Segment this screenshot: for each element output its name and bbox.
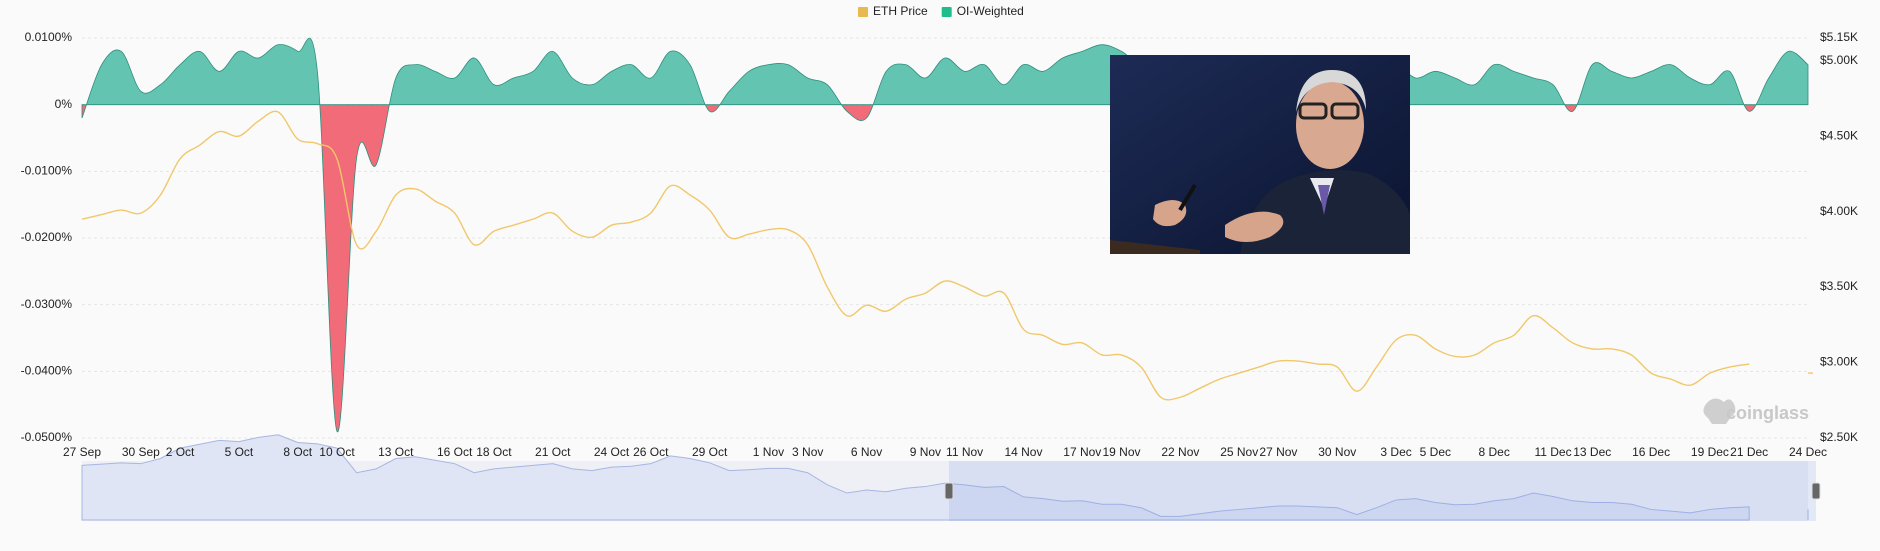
funding-area [81,38,1809,432]
x-tick-label: 25 Nov [1220,445,1258,459]
x-tick-label: 16 Dec [1632,445,1670,459]
x-tick-label: 24 Dec [1789,445,1827,459]
price-line [81,110,1813,401]
photo [1110,55,1410,254]
watermark: coinglass [1726,403,1809,423]
y-tick-label: -0.0300% [21,297,73,311]
photo-glasses [1330,102,1360,120]
x-tick-label: 11 Dec [1534,445,1571,459]
navigator-handle[interactable] [944,482,954,500]
price-line [81,110,1813,401]
navigator[interactable] [81,434,1821,521]
x-tick-label: 17 Nov [1063,445,1101,459]
photo-hair [1296,70,1366,112]
x-tick-label: 27 Sep [63,445,101,459]
y2-tick-label: $4.00K [1820,204,1858,218]
photo-podium [1110,240,1200,254]
y2-tick-label: $5.15K [1820,30,1858,44]
x-tick-label: 2 Oct [166,445,195,459]
x-tick-label: 8 Dec [1479,445,1510,459]
watermark-group: coinglass [1703,398,1809,424]
legend-label: ETH Price [873,4,928,18]
photo-tie [1318,185,1330,215]
x-tick-label: 18 Oct [476,445,512,459]
navigator-selection [949,461,1816,521]
photo-glasses [1298,102,1328,120]
photo-face [1296,81,1364,169]
x-tick-label: 19 Nov [1103,445,1141,459]
y-tick-label: -0.0500% [21,430,73,444]
legend-swatch [858,7,868,17]
photo-hand [1225,211,1284,242]
y-tick-label: -0.0400% [21,364,73,378]
navigator-handle[interactable] [1811,482,1821,500]
x-tick-label: 14 Nov [1004,445,1042,459]
x-tick-label: 30 Nov [1318,445,1356,459]
x-tick-label: 21 Oct [535,445,571,459]
y-tick-label: -0.0200% [21,230,73,244]
x-tick-label: 24 Oct [594,445,630,459]
x-tick-label: 19 Dec [1691,445,1729,459]
watermark-logo [1703,398,1736,424]
x-tick-label: 13 Oct [378,445,414,459]
y-tick-label: 0.0100% [25,30,73,44]
x-tick-label: 5 Oct [225,445,254,459]
y2-tick-label: $5.00K [1820,53,1858,67]
x-tick-label: 22 Nov [1161,445,1199,459]
x-tick-label: 3 Dec [1380,445,1411,459]
y2-tick-label: $2.50K [1820,430,1858,444]
y2-tick-label: $3.00K [1820,355,1858,369]
photo-suit [1240,170,1410,254]
x-tick-label: 27 Nov [1259,445,1297,459]
funding-area [81,38,1809,432]
navigator-area [81,434,1809,521]
y-tick-label: 0% [55,97,73,111]
x-tick-label: 8 Oct [283,445,312,459]
legend-swatch [941,7,952,17]
x-tick-label: 13 Dec [1573,445,1611,459]
y2-tick-label: $3.50K [1820,279,1858,293]
x-tick-label: 10 Oct [319,445,355,459]
y-tick-label: -0.0100% [21,164,73,178]
x-tick-label: 11 Nov [946,445,983,459]
y2-tick-label: $4.50K [1820,128,1858,142]
photo-microphone [1178,183,1197,212]
x-tick-label: 6 Nov [851,445,882,459]
photo-hand [1153,200,1187,227]
legend-label: OI-Weighted [957,4,1024,18]
x-tick-label: 5 Dec [1420,445,1451,459]
x-tick-label: 21 Dec [1730,445,1768,459]
x-tick-label: 29 Oct [692,445,728,459]
x-tick-label: 9 Nov [910,445,941,459]
x-tick-label: 30 Sep [122,445,160,459]
labels: 0.0100% 0% -0.0100% -0.0200% -0.0300% -0.0400… [21,4,1858,459]
x-tick-label: 16 Oct [437,445,473,459]
x-tick-label: 1 Nov [753,445,784,459]
x-tick-label: 3 Nov [792,445,823,459]
x-tick-label: 26 Oct [633,445,669,459]
